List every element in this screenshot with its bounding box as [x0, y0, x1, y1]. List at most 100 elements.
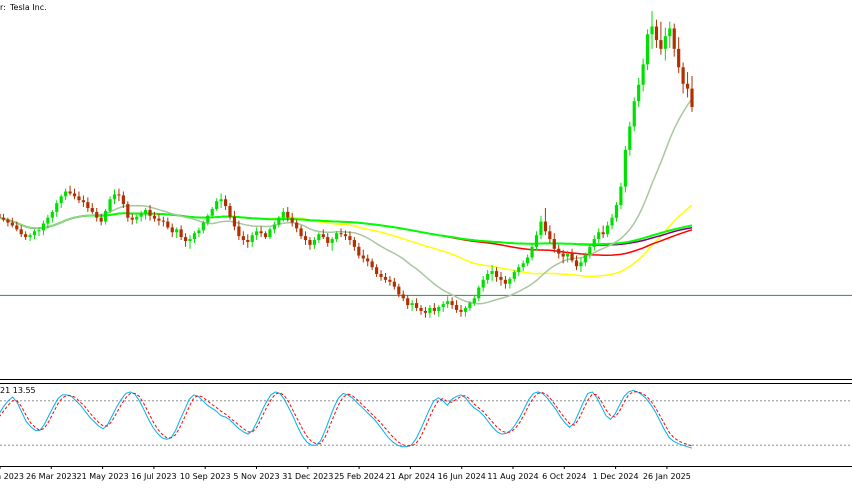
candle-body	[237, 226, 241, 237]
candle	[139, 210, 143, 222]
candle	[206, 213, 210, 226]
candle-body	[232, 216, 237, 227]
x-tick-label: 25 Feb 2024	[334, 472, 384, 481]
candle-body	[628, 126, 632, 150]
candle-body	[361, 255, 365, 259]
candle-body	[250, 235, 254, 242]
candle	[303, 231, 308, 245]
candle-body	[374, 267, 379, 274]
candle	[121, 191, 125, 208]
candle	[77, 191, 81, 204]
candle	[432, 303, 436, 315]
candle	[152, 211, 157, 222]
candle-body	[32, 231, 37, 236]
candle	[108, 196, 112, 213]
candle	[494, 267, 499, 282]
candle-body	[588, 246, 592, 255]
candle	[406, 295, 410, 309]
candle	[64, 188, 68, 201]
candle	[286, 207, 290, 222]
candle-body	[37, 230, 41, 232]
candle-body	[1, 217, 6, 220]
candle-body	[197, 230, 201, 234]
osc-main-line	[0, 389, 693, 449]
osc-title: 21 13.55	[0, 386, 36, 395]
candle-body	[414, 303, 419, 308]
candle-body	[81, 200, 86, 203]
candle-body	[463, 307, 468, 312]
candle	[95, 208, 99, 222]
candle-body	[241, 236, 245, 241]
candle-body	[308, 240, 312, 245]
x-tick-label: 11 Aug 2024	[487, 472, 538, 481]
candle	[481, 275, 485, 292]
candle	[645, 29, 650, 71]
osc-signal-line	[0, 391, 693, 447]
candle	[379, 270, 383, 281]
candle-body	[175, 229, 179, 233]
candle	[517, 264, 521, 276]
candle-body	[86, 202, 90, 208]
candle-body	[477, 287, 481, 299]
candle-body	[623, 149, 627, 187]
candle-body	[410, 303, 414, 306]
candle	[272, 221, 277, 234]
candle	[499, 272, 503, 286]
candle-body	[95, 211, 99, 218]
candle-body	[290, 217, 294, 223]
candle	[28, 233, 32, 241]
candle	[312, 237, 317, 249]
candle	[281, 208, 285, 222]
candle	[397, 283, 401, 298]
candle	[15, 221, 19, 232]
candle-body	[605, 225, 610, 235]
candle	[388, 275, 392, 286]
candle	[654, 19, 659, 48]
candle-body	[246, 240, 250, 242]
candle	[223, 195, 228, 210]
candle-body	[299, 228, 303, 237]
candle-body	[668, 28, 672, 37]
candle	[210, 207, 214, 218]
candle-body	[601, 232, 605, 235]
candle	[299, 225, 303, 240]
candle	[552, 233, 556, 253]
candle	[410, 300, 414, 311]
candle	[597, 228, 601, 243]
candle-body	[24, 234, 28, 238]
candle	[241, 231, 245, 245]
candle-body	[512, 272, 516, 279]
candle	[255, 227, 259, 241]
candle-body	[19, 229, 23, 235]
candle	[592, 235, 596, 251]
candle	[179, 225, 183, 241]
candle-body	[90, 208, 94, 212]
candle-body	[170, 227, 174, 233]
candle	[605, 221, 610, 238]
candle	[557, 244, 561, 259]
candle-body	[557, 248, 561, 254]
candle-body	[335, 233, 339, 240]
candle	[619, 182, 623, 209]
candle-body	[543, 221, 548, 232]
candle-body	[441, 304, 445, 307]
candle-body	[610, 217, 614, 226]
candle-body	[548, 231, 552, 240]
candle-body	[566, 253, 570, 257]
candle	[46, 214, 50, 229]
candle	[677, 37, 681, 74]
x-tick-label: 26 Mar 2023	[26, 472, 77, 481]
candle	[357, 242, 361, 259]
candle	[574, 255, 579, 271]
candle	[579, 257, 583, 273]
candle	[459, 305, 463, 317]
candle-body	[228, 206, 232, 217]
osc-series-layer	[0, 389, 693, 449]
candle	[117, 188, 121, 202]
candle-body	[690, 88, 694, 108]
candle-body	[50, 211, 54, 218]
candle-body	[255, 231, 259, 236]
candle	[55, 200, 59, 217]
candle-body	[104, 210, 108, 222]
candle	[486, 270, 490, 284]
